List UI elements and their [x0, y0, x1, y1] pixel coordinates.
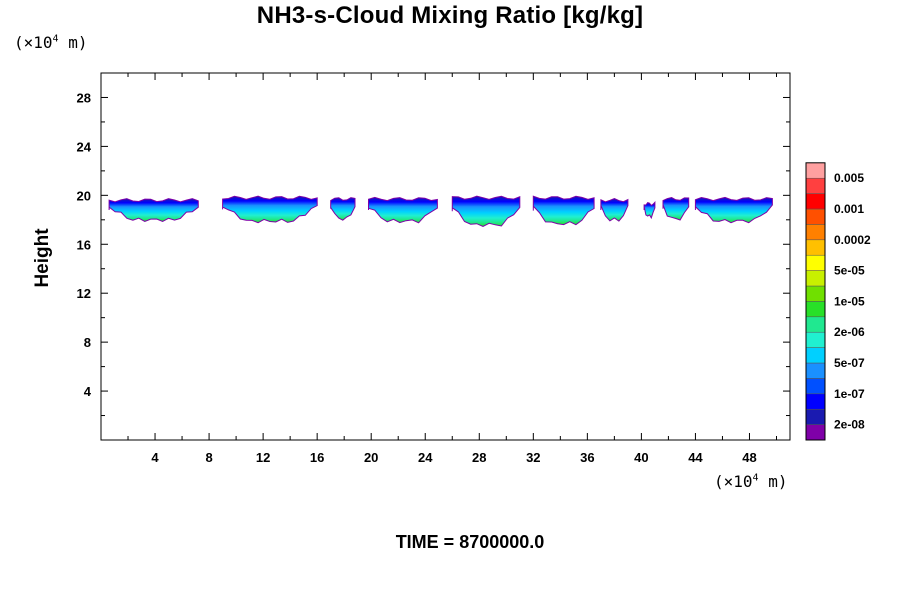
- cloud-segment: [108, 198, 199, 223]
- colorbar-swatch: [805, 193, 826, 210]
- y-tick-label: 4: [84, 384, 92, 399]
- x-tick-label: 28: [472, 450, 486, 465]
- y-tick-label: 28: [77, 90, 91, 105]
- cloud-segment: [367, 196, 438, 224]
- cloud-segment: [222, 195, 318, 224]
- x-tick-label: 16: [310, 450, 324, 465]
- colorbar-swatch: [805, 285, 826, 302]
- colorbar-swatch: [805, 239, 826, 256]
- y-tick-label: 24: [77, 139, 92, 154]
- x-tick-label: 12: [256, 450, 270, 465]
- x-tick-label: 8: [205, 450, 212, 465]
- colorbar-label: 2e-08: [834, 418, 865, 432]
- colorbar-label: 1e-05: [834, 294, 865, 308]
- colorbar-swatch: [805, 224, 826, 241]
- colorbar-label: 0.0002: [834, 233, 871, 247]
- colorbar-swatch: [805, 162, 826, 179]
- y-tick-label: 16: [77, 237, 91, 252]
- cloud-layer: [108, 195, 773, 228]
- colorbar-label: 1e-07: [834, 387, 865, 401]
- colorbar-frame: [805, 162, 826, 441]
- colorbar-swatch: [805, 362, 826, 379]
- colorbar-swatch: [805, 270, 826, 287]
- colorbar-label: 0.001: [834, 202, 864, 216]
- x-axis-unit: (×104 m): [714, 472, 788, 491]
- x-tick-label: 32: [526, 450, 540, 465]
- x-tick-label: 20: [364, 450, 378, 465]
- x-tick-label: 40: [634, 450, 648, 465]
- colorbar: 2e-08 1e-07 5e-07 2e-06 1e-05 5e-05 0.0002 0.00…: [805, 162, 871, 441]
- plot-frame: [100, 72, 791, 441]
- colorbar-swatch: [805, 331, 826, 348]
- colorbar-swatch: [805, 208, 826, 225]
- chart-title: NH3-s-Cloud Mixing Ratio [kg/kg]: [256, 2, 644, 29]
- x-tick-label: 24: [418, 450, 433, 465]
- colorbar-swatch: [805, 347, 826, 364]
- colorbar-swatch: [805, 301, 826, 318]
- cloud-segment: [643, 201, 656, 220]
- colorbar-swatch: [805, 177, 826, 194]
- cloud-segment: [662, 196, 690, 221]
- colorbar-label: 5e-07: [834, 356, 865, 370]
- x-tick-label: 4: [151, 450, 159, 465]
- cloud-segment: [600, 198, 629, 222]
- y-axis-unit: (×104 m): [14, 33, 88, 52]
- cloud-segment: [694, 196, 773, 224]
- y-tick-label: 20: [77, 188, 91, 203]
- y-tick-label: 12: [77, 286, 91, 301]
- x-tick-label: 36: [580, 450, 594, 465]
- x-tick-label: 44: [688, 450, 703, 465]
- colorbar-swatch: [805, 424, 826, 441]
- cloud-segment: [451, 195, 521, 228]
- colorbar-label: 2e-06: [834, 325, 865, 339]
- time-label: TIME = 8700000.0: [395, 532, 545, 552]
- colorbar-swatch: [805, 316, 826, 333]
- colorbar-swatch: [805, 378, 826, 395]
- colorbar-swatch: [805, 254, 826, 271]
- colorbar-label: 0.005: [834, 171, 864, 185]
- colorbar-swatch: [805, 393, 826, 410]
- cloud-segment: [330, 197, 356, 221]
- x-tick-label: 48: [742, 450, 756, 465]
- colorbar-swatch: [805, 408, 826, 425]
- colorbar-label: 5e-05: [834, 264, 865, 278]
- cloud-segment: [532, 195, 595, 226]
- y-tick-label: 8: [84, 335, 91, 350]
